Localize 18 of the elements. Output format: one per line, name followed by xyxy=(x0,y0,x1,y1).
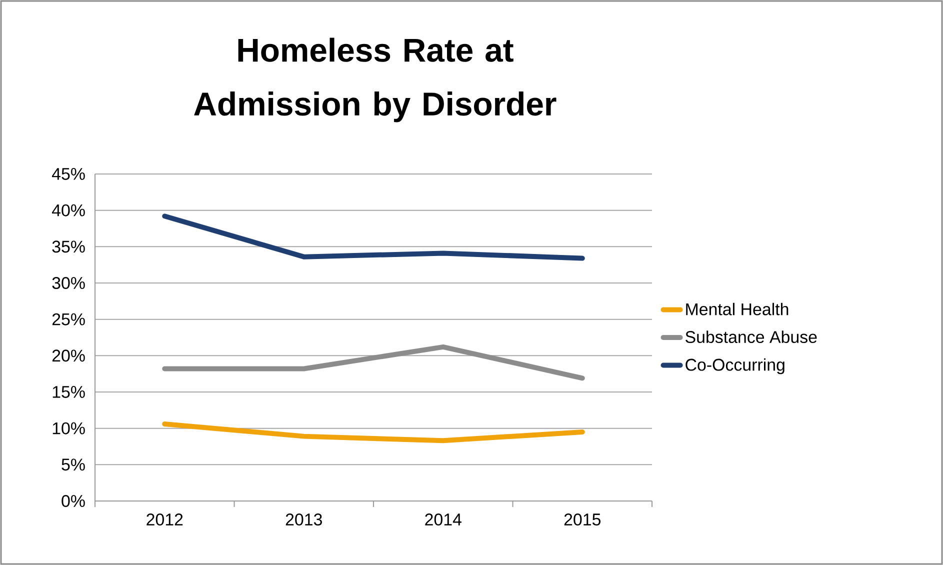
y-tick-label: 5% xyxy=(62,458,85,471)
x-tick-label: 2013 xyxy=(286,514,322,526)
y-tick-label: 25% xyxy=(52,313,85,326)
y-tick-label: 40% xyxy=(52,204,85,216)
y-tick-label: 10% xyxy=(52,422,85,434)
x-tick-label: 2014 xyxy=(425,514,462,526)
y-tick-label: 30% xyxy=(52,276,85,289)
chart-title: Homeless Rate at Admission by Disorder xyxy=(194,38,556,122)
y-tick-label: 0% xyxy=(62,494,85,507)
legend-label: Substance Abuse xyxy=(686,330,817,344)
y-tick-label: 20% xyxy=(52,350,85,362)
y-tick-label: 35% xyxy=(52,240,85,253)
x-tick-label: 2015 xyxy=(564,514,600,526)
y-tick-label: 45% xyxy=(52,168,85,180)
y-tick-label: 15% xyxy=(52,386,85,398)
legend-label: Co-Occurring xyxy=(686,358,784,374)
legend-label: Mental Health xyxy=(686,302,788,316)
x-tick-label: 2012 xyxy=(146,514,183,526)
